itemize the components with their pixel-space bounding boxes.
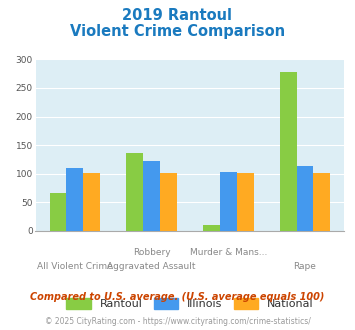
Text: Robbery: Robbery: [133, 248, 170, 257]
Bar: [143, 161, 160, 231]
Text: All Violent Crime: All Violent Crime: [37, 262, 113, 271]
Text: Violent Crime Comparison: Violent Crime Comparison: [70, 24, 285, 39]
Bar: [50, 193, 66, 231]
Text: 2019 Rantoul: 2019 Rantoul: [122, 8, 233, 23]
Bar: [237, 173, 253, 231]
Bar: [203, 225, 220, 231]
Legend: Rantoul, Illinois, National: Rantoul, Illinois, National: [66, 298, 313, 310]
Bar: [220, 172, 237, 231]
Bar: [66, 168, 83, 231]
Bar: [280, 72, 296, 231]
Bar: [83, 173, 100, 231]
Text: Rape: Rape: [294, 262, 316, 271]
Text: Aggravated Assault: Aggravated Assault: [107, 262, 196, 271]
Text: Murder & Mans...: Murder & Mans...: [190, 248, 267, 257]
Text: Compared to U.S. average. (U.S. average equals 100): Compared to U.S. average. (U.S. average …: [30, 292, 325, 302]
Bar: [313, 173, 330, 231]
Bar: [296, 166, 313, 231]
Bar: [126, 153, 143, 231]
Bar: [160, 173, 177, 231]
Text: © 2025 CityRating.com - https://www.cityrating.com/crime-statistics/: © 2025 CityRating.com - https://www.city…: [45, 317, 310, 326]
